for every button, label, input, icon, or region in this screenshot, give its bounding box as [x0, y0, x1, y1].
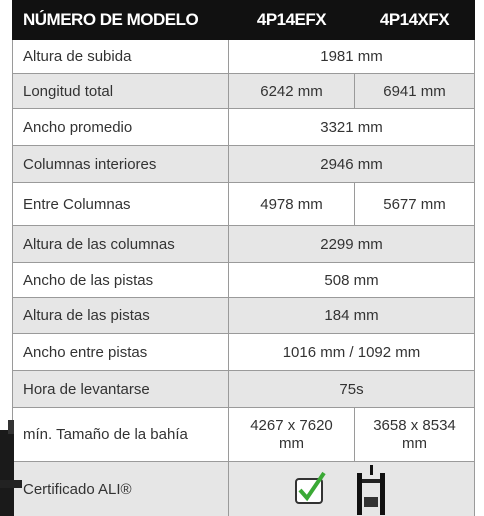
table-row: Ancho entre pistas 1016 mm / 1092 mm — [12, 333, 475, 371]
lift-image — [0, 420, 22, 516]
cell-value: 4978 mm — [228, 182, 355, 226]
cell-value: 6941 mm — [354, 73, 475, 109]
table-body: Altura de subida 1981 mm Longitud total 624… — [12, 39, 475, 516]
cell-value: 184 mm — [228, 297, 475, 334]
row-label: Columnas interiores — [12, 145, 229, 183]
table-row: mín. Tamaño de la bahía 4267 x 7620 mm 365… — [12, 407, 475, 462]
cell-value: 4267 x 7620 mm — [228, 407, 355, 462]
header-cell: 4P14EFX — [228, 0, 355, 40]
row-label: Entre Columnas — [12, 182, 229, 226]
table-row: Certificado ALI® — [12, 461, 475, 516]
table-row: Columnas interiores 2946 mm — [12, 145, 475, 183]
cell-value: 75s — [228, 370, 475, 408]
row-label: Altura de las columnas — [12, 225, 229, 263]
table-row: Longitud total 6242 mm 6941 mm — [12, 73, 475, 109]
cell-value: 508 mm — [228, 262, 475, 298]
cell-value: 1016 mm / 1092 mm — [228, 333, 475, 371]
row-label: Ancho de las pistas — [12, 262, 229, 298]
row-label: Longitud total — [12, 73, 229, 109]
cell-value: 2299 mm — [228, 225, 475, 263]
header-cell: NÚMERO DE MODELO — [12, 0, 229, 40]
row-label: Hora de levantarse — [12, 370, 229, 408]
table-row: Ancho de las pistas 508 mm — [12, 262, 475, 298]
header-row: NÚMERO DE MODELO 4P14EFX 4P14XFX — [12, 0, 475, 40]
table-row: Ancho promedio 3321 mm — [12, 108, 475, 146]
table-row: Altura de las pistas 184 mm — [12, 297, 475, 334]
cell-value: 5677 mm — [354, 182, 475, 226]
spec-table: NÚMERO DE MODELO 4P14EFX 4P14XFX Altura de… — [12, 0, 475, 516]
row-label: Ancho promedio — [12, 108, 229, 146]
table-row: Altura de las columnas 2299 mm — [12, 225, 475, 263]
row-label: Altura de las pistas — [12, 297, 229, 334]
header-cell: 4P14XFX — [354, 0, 475, 40]
cell-value: 3658 x 8534 mm — [354, 407, 475, 462]
cell-value: 2946 mm — [228, 145, 475, 183]
table-row: Hora de levantarse 75s — [12, 370, 475, 408]
table-row: Altura de subida 1981 mm — [12, 39, 475, 74]
certification-icons — [294, 464, 385, 515]
row-label: Certificado ALI® — [12, 461, 229, 516]
cell-value: 6242 mm — [228, 73, 355, 109]
row-label: Altura de subida — [12, 39, 229, 74]
cell-value: 1981 mm — [228, 39, 475, 74]
row-label: Ancho entre pistas — [12, 333, 229, 371]
cell-value: 3321 mm — [228, 108, 475, 146]
row-label: mín. Tamaño de la bahía — [12, 407, 229, 462]
icon-cell — [228, 461, 475, 516]
table-row: Entre Columnas 4978 mm 5677 mm — [12, 182, 475, 226]
